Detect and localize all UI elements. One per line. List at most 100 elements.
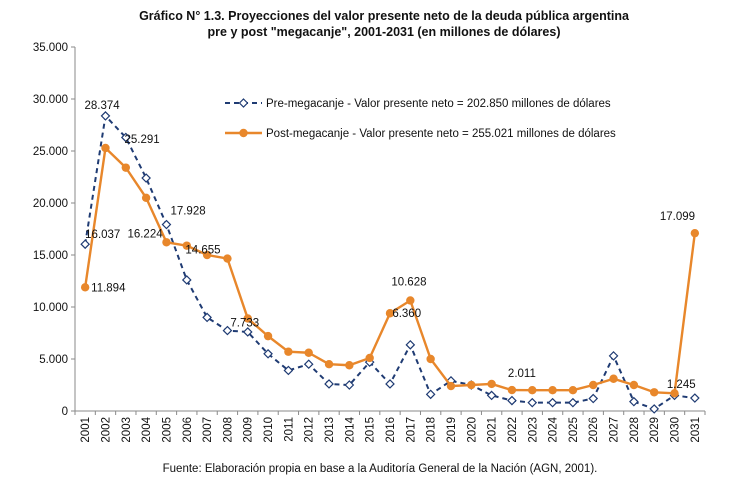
y-tick-label: 35.000 [33, 42, 68, 54]
data-point-pre [527, 397, 538, 408]
x-tick-label: 2020 [466, 417, 478, 443]
data-point-post [304, 348, 313, 357]
data-point-pre [222, 325, 233, 336]
data-point-post [487, 379, 496, 389]
data-point-post [609, 374, 618, 383]
data-point-post [365, 353, 374, 363]
x-tick-label: 2010 [263, 417, 275, 443]
series-layer [80, 111, 700, 414]
x-tick-label: 2003 [121, 417, 133, 443]
data-label: 10.628 [391, 276, 426, 288]
x-tick-label: 2012 [304, 417, 316, 443]
x-tick-label: 2001 [80, 417, 92, 443]
legend-pre-label: Pre-megacanje - Valor presente neto = 20… [266, 98, 611, 110]
data-point-post [690, 228, 700, 238]
data-point-post [589, 380, 598, 390]
legend-post-label: Post-megacanje - Valor presente neto = 2… [266, 128, 616, 140]
data-point-post [507, 385, 517, 395]
x-tick-label: 2005 [161, 417, 173, 443]
data-point-post [649, 388, 659, 397]
y-tick-label: 0 [62, 406, 68, 418]
x-tick-label: 2009 [243, 417, 255, 443]
data-point-pre [181, 275, 192, 285]
x-tick-label: 2006 [182, 417, 194, 443]
data-point-post [284, 347, 293, 356]
data-point-pre [202, 312, 212, 323]
data-point-post [202, 250, 212, 260]
data-point-pre [80, 239, 91, 250]
x-tick-label: 2023 [527, 417, 539, 443]
data-point-post [243, 314, 252, 323]
data-point-pre [405, 340, 416, 350]
data-point-pre [283, 365, 294, 376]
data-point-pre [649, 404, 660, 414]
x-tick-label: 2017 [405, 417, 417, 443]
y-axis: 0 5.000 10.000 15.000 20.000 25.000 30.000 35.0… [33, 42, 76, 418]
data-point-pre [689, 393, 700, 403]
data-point-pre [507, 395, 517, 406]
data-label: 25.291 [124, 134, 159, 146]
x-tick-label: 2021 [487, 417, 499, 443]
x-tick-label: 2015 [365, 417, 377, 443]
data-point-pre [608, 351, 619, 361]
data-point-post [263, 331, 273, 341]
data-point-pre [161, 219, 172, 230]
data-point-pre [141, 173, 151, 183]
data-point-pre [100, 111, 111, 121]
data-label: 6.360 [392, 308, 421, 320]
x-tick-label: 2014 [344, 416, 356, 442]
data-point-post [629, 380, 639, 390]
x-tick-label: 2002 [100, 417, 112, 443]
data-label: 28.374 [84, 100, 120, 112]
data-point-post [406, 296, 415, 305]
data-point-post [385, 309, 395, 318]
x-tick-label: 2019 [446, 417, 458, 443]
y-tick-label: 20.000 [33, 198, 68, 210]
data-label: 16.224 [127, 228, 163, 240]
x-tick-label: 2025 [568, 417, 580, 443]
data-point-pre [425, 389, 436, 400]
data-point-pre [629, 396, 639, 407]
data-point-pre [120, 132, 131, 143]
data-point-post [670, 389, 679, 398]
y-tick-label: 5.000 [39, 354, 68, 366]
data-point-pre [303, 359, 314, 370]
chart-title-line1: Gráfico N° 1.3. Proyecciones del valor p… [139, 9, 630, 23]
data-point-post [426, 354, 435, 364]
series-line-pre [84, 114, 695, 410]
x-axis: 2001 2002 2003 2004 2005 2006 2007 2008 2009 2010… [74, 410, 706, 443]
legend-pre-marker [238, 98, 249, 108]
data-point-post [182, 241, 191, 250]
x-tick-label: 2016 [385, 417, 397, 443]
data-point-pre [385, 379, 395, 389]
data-point-pre [547, 397, 558, 408]
data-label: 7.733 [230, 318, 259, 330]
y-tick-label: 15.000 [33, 250, 68, 262]
data-label: 2.011 [508, 368, 536, 380]
data-point-post [568, 386, 578, 395]
data-point-post [223, 254, 232, 263]
x-tick-label: 2029 [649, 417, 661, 443]
x-tick-label: 2004 [141, 416, 153, 442]
data-point-pre [588, 393, 599, 404]
data-point-post [446, 381, 456, 391]
x-tick-label: 2022 [507, 417, 519, 443]
x-tick-label: 2027 [609, 417, 621, 443]
series-line-post [83, 146, 697, 395]
data-point-post [324, 360, 334, 369]
x-tick-label: 2028 [629, 417, 641, 443]
data-point-post [162, 238, 171, 247]
y-tick-label: 30.000 [33, 94, 68, 106]
legend-post-marker [239, 128, 248, 138]
y-tick-label: 10.000 [33, 302, 68, 314]
x-tick-label: 2018 [426, 417, 438, 443]
x-tick-label: 2026 [588, 417, 600, 443]
y-tick-label: 25.000 [33, 146, 68, 158]
data-point-post [101, 143, 110, 153]
data-label: 16.037 [85, 229, 120, 241]
data-point-post [80, 283, 90, 292]
data-point-post [467, 380, 476, 390]
x-tick-label: 2008 [222, 417, 234, 443]
chart-title-line2: pre y post "megacanje", 2001-2031 (en mi… [208, 25, 561, 39]
